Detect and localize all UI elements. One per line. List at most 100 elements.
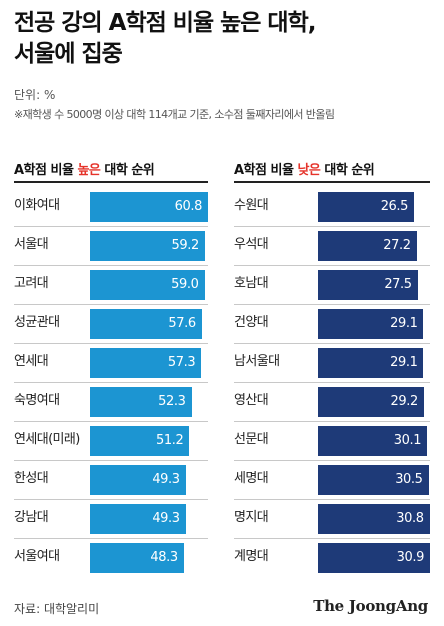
right-category-label: 명지대 (234, 510, 269, 525)
right-bar-value-label: 30.9 (396, 550, 425, 565)
right-category-label: 수원대 (234, 198, 269, 213)
right-category-label: 우석대 (234, 237, 269, 252)
right-chart-title-highlight: 낮은 (297, 163, 321, 178)
right-bar: 30.8 (318, 504, 430, 534)
left-row-divider (14, 460, 208, 461)
left-bar-value-label: 49.3 (152, 472, 180, 487)
left-bar-value-label: 52.3 (158, 394, 186, 409)
left-chart-title-rule (14, 181, 208, 183)
right-category-label: 영산대 (234, 393, 269, 408)
left-bar-value-label: 51.2 (156, 433, 184, 448)
right-bar-value-label: 30.8 (396, 511, 424, 526)
right-bar-row: 명지대 30.8 (234, 502, 430, 534)
left-row-divider (14, 304, 208, 305)
right-bar-value-label: 27.2 (383, 238, 411, 253)
right-row-divider (234, 382, 430, 383)
right-bar-row: 남서울대 29.1 (234, 346, 430, 378)
right-bar-row: 수원대 26.5 (234, 190, 430, 222)
right-bar: 29.1 (318, 348, 424, 378)
left-bar-value-label: 59.2 (171, 238, 200, 253)
left-row-divider (14, 499, 208, 500)
left-bar: 57.3 (90, 348, 202, 378)
right-bar-row: 계명대 30.9 (234, 541, 430, 573)
left-bar-value-label: 60.8 (174, 199, 203, 214)
right-chart-title-part-3: 대학 순위 (320, 163, 375, 178)
right-bar-value-label: 30.5 (395, 472, 423, 487)
left-bar-row: 연세대 57.3 (14, 346, 208, 378)
source-label: 자료: 대학알리미 (14, 602, 100, 616)
right-bar-value-label: 29.2 (390, 394, 418, 409)
right-bar-value-label: 29.1 (390, 355, 418, 370)
right-bar-value-label: 27.5 (384, 277, 412, 292)
right-row-divider (234, 343, 430, 344)
right-bar: 26.5 (318, 192, 415, 222)
publisher-logo: The JoongAng (313, 597, 428, 615)
right-chart-title-part-1: A학점 비율 (234, 163, 298, 178)
left-bar: 48.3 (90, 543, 184, 573)
right-row-divider (234, 304, 430, 305)
left-row-divider (14, 421, 208, 422)
left-bar-value-label: 57.3 (167, 355, 196, 370)
left-bar-row: 고려대 59.0 (14, 268, 208, 300)
unit-label: 단위: % (14, 88, 56, 102)
page-title: 전공 강의 A학점 비율 높은 대학, 서울에 집중 (14, 8, 316, 70)
right-category-label: 계명대 (234, 549, 269, 564)
right-bar-value-label: 30.1 (393, 433, 422, 448)
left-category-label: 고려대 (14, 276, 49, 291)
left-bar: 59.2 (90, 231, 205, 261)
right-category-label: 호남대 (234, 276, 269, 291)
left-chart-title-part-1: A학점 비율 (14, 163, 78, 178)
left-bar-row: 성균관대 57.6 (14, 307, 208, 339)
left-category-label: 강남대 (14, 510, 49, 525)
left-category-label: 성균관대 (14, 315, 60, 330)
right-bar-value-label: 29.1 (390, 316, 418, 331)
left-bar-row: 연세대(미래) 51.2 (14, 424, 208, 456)
right-bar: 29.2 (318, 387, 424, 417)
right-row-divider (234, 265, 430, 266)
left-row-divider (14, 382, 208, 383)
left-row-divider (14, 538, 208, 539)
right-row-divider (234, 538, 430, 539)
right-bar-chart: 수원대 26.5 우석대 27.2 호남대 27.5 건양대 29.1 남서울대 29.1 영산대 2… (234, 190, 430, 580)
left-bar: 51.2 (90, 426, 190, 456)
right-category-label: 남서울대 (234, 354, 280, 369)
right-category-label: 세명대 (234, 471, 269, 486)
right-chart-title-rule (234, 181, 430, 183)
right-bar: 30.1 (318, 426, 428, 456)
right-bar-row: 영산대 29.2 (234, 385, 430, 417)
right-bar-row: 건양대 29.1 (234, 307, 430, 339)
left-bar-value-label: 59.0 (171, 277, 199, 292)
right-bar-row: 선문대 30.1 (234, 424, 430, 456)
left-bar-row: 한성대 49.3 (14, 463, 208, 495)
right-bar-row: 우석대 27.2 (234, 229, 430, 261)
left-category-label: 서울여대 (14, 549, 60, 564)
left-category-label: 숙명여대 (14, 393, 60, 408)
right-bar-row: 호남대 27.5 (234, 268, 430, 300)
left-chart-title: A학점 비율 높은 대학 순위 (14, 159, 155, 178)
footnote: ※재학생 수 5000명 이상 대학 114개교 기준, 소수점 둘째자리에서 … (14, 108, 335, 121)
right-bar: 30.9 (318, 543, 430, 573)
left-bar-row: 서울여대 48.3 (14, 541, 208, 573)
left-chart-title-part-3: 대학 순위 (100, 163, 155, 178)
left-bar-row: 이화여대 60.8 (14, 190, 208, 222)
left-category-label: 서울대 (14, 237, 49, 252)
left-bar: 49.3 (90, 504, 186, 534)
title-line-1: 전공 강의 A학점 비율 높은 대학, (14, 10, 316, 36)
right-bar-value-label: 26.5 (380, 199, 409, 214)
left-bar-value-label: 57.6 (168, 316, 196, 331)
left-bar-row: 숙명여대 52.3 (14, 385, 208, 417)
right-row-divider (234, 499, 430, 500)
left-bar-value-label: 49.3 (152, 511, 180, 526)
right-bar-row: 세명대 30.5 (234, 463, 430, 495)
right-row-divider (234, 421, 430, 422)
left-category-label: 연세대(미래) (14, 432, 80, 447)
right-chart-title: A학점 비율 낮은 대학 순위 (234, 159, 375, 178)
left-category-label: 이화여대 (14, 198, 60, 213)
left-bar: 57.6 (90, 309, 202, 339)
right-bar: 30.5 (318, 465, 429, 495)
left-bar: 49.3 (90, 465, 186, 495)
left-category-label: 한성대 (14, 471, 49, 486)
right-row-divider (234, 226, 430, 227)
title-line-2: 서울에 집중 (14, 41, 123, 67)
left-bar: 59.0 (90, 270, 205, 300)
